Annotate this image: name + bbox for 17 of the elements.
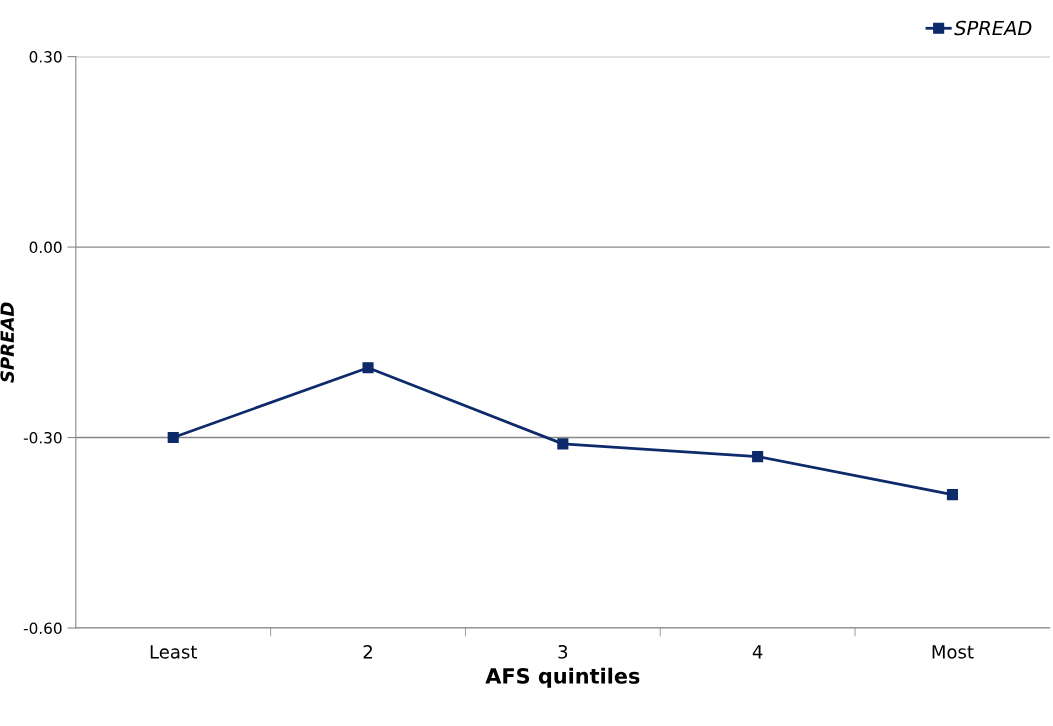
y-axis-title: SPREAD	[0, 302, 15, 383]
y-tick-label: 0.30	[29, 51, 62, 63]
point	[167, 431, 179, 444]
x-tick-label: 3	[558, 644, 568, 659]
y-tick-label: -0.30	[23, 432, 62, 444]
x-tick-label: 4	[752, 645, 763, 659]
x-axis-title: AFS quintiles	[485, 667, 640, 688]
legend-label: SPREAD	[954, 20, 1032, 36]
y-tick-label: 0.00	[29, 241, 62, 254]
point	[946, 489, 958, 501]
x-tick-label: 2	[363, 644, 372, 659]
point	[362, 362, 374, 374]
point	[752, 451, 764, 463]
x-tick-label: Least	[150, 645, 197, 659]
x-tick-label: Most	[932, 645, 974, 659]
point	[557, 438, 569, 450]
y-tick-label: -0.60	[23, 622, 62, 635]
